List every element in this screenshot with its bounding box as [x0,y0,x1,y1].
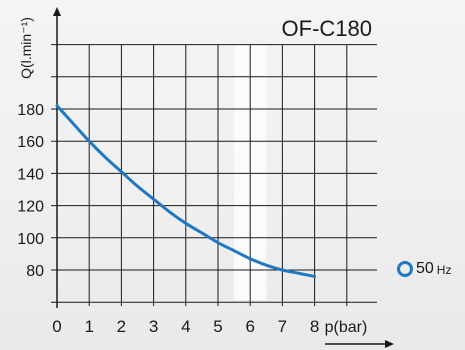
y-tick-label: 120 [17,199,44,216]
chart-title: OF-C180 [282,16,372,41]
series-line-50hz [55,104,317,278]
x-tick-label: 1 [84,317,93,336]
circle-icon [397,261,413,277]
x-tick-label: 3 [149,317,158,336]
y-tick-label: 180 [17,102,44,119]
y-tick-label: 160 [17,134,44,151]
y-axis-arrow [53,7,61,16]
x-tick-label: 2 [117,317,126,336]
x-tick-label: 6 [245,317,254,336]
legend-value: 50 [416,260,434,277]
x-axis-arrow [385,340,394,348]
y-tick-label: 100 [17,231,44,248]
y-tick-label: 140 [17,166,44,183]
y-tick-label: 80 [26,263,44,280]
x-axis-label: p(bar) [325,319,368,336]
y-axis-label: Q(l.min⁻¹) [18,17,34,79]
legend: 50 Hz [397,260,451,278]
legend-unit: Hz [436,263,452,277]
x-tick-label: 7 [278,317,287,336]
x-tick-label: 8 [310,317,319,336]
x-tick-label: 4 [181,317,190,336]
x-tick-label: 5 [213,317,222,336]
x-tick-label: 0 [52,317,61,336]
